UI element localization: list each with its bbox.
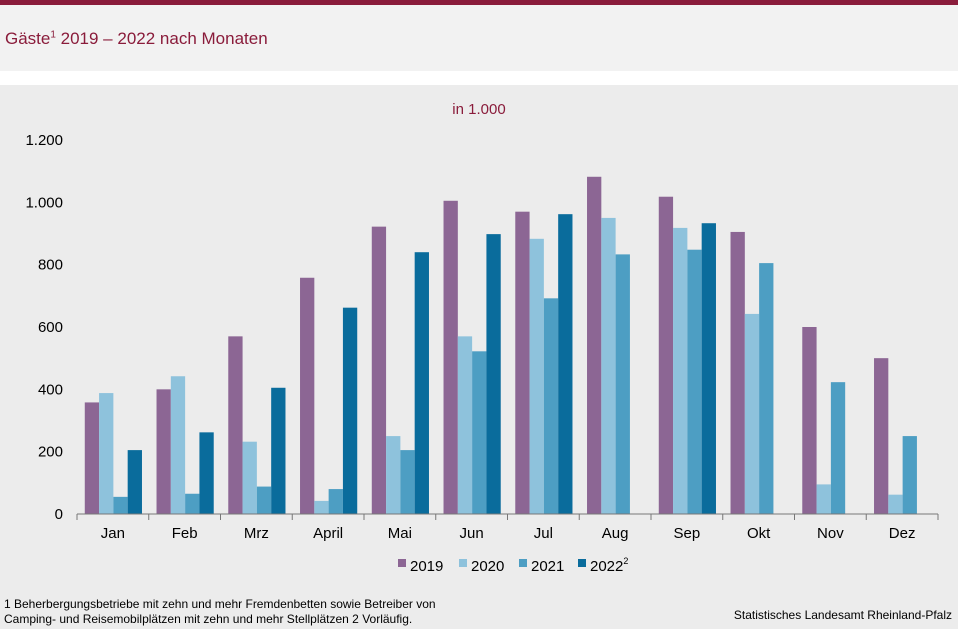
x-tick-label-nov: Nov [817, 525, 844, 542]
y-tick-label: 1.200 [25, 132, 63, 149]
bar-2021-april [328, 489, 343, 514]
bar-2019-april [300, 277, 315, 514]
y-tick-label: 400 [38, 381, 63, 398]
bar-2021-mrz [256, 486, 272, 514]
legend-swatch-2019 [398, 559, 406, 567]
top-accent-bar [0, 0, 958, 5]
y-tick-label: 0 [55, 506, 63, 523]
x-tick-label-sep: Sep [674, 525, 701, 542]
bar-2020-nov [816, 484, 831, 514]
footnote: 1 Beherbergungsbetriebe mit zehn und meh… [4, 597, 436, 627]
bar-2021-okt [759, 263, 774, 514]
bar-2019-nov [802, 327, 817, 514]
bar-2020-mrz [242, 441, 257, 514]
bar-2019-feb [156, 389, 171, 514]
x-tick-label-mrz: Mrz [244, 525, 269, 542]
x-tick-label-mai: Mai [388, 525, 412, 542]
source-label: Statistisches Landesamt Rheinland-Pfalz [733, 608, 952, 622]
bar-2019-okt [730, 231, 745, 515]
bar-2021-aug [615, 254, 630, 515]
bar-2020-mai [386, 436, 401, 514]
bar-2020-april [314, 500, 329, 514]
bar-2022-jan [127, 450, 142, 514]
y-tick-label: 200 [38, 444, 63, 461]
bar-2021-jul [543, 298, 559, 514]
bar-2021-dez [902, 436, 917, 514]
divider [0, 71, 958, 85]
legend-label-2021: 2021 [531, 558, 564, 575]
bar-2021-feb [185, 493, 200, 514]
bar-2020-feb [170, 376, 186, 514]
bar-2021-jun [472, 351, 487, 514]
bar-2019-mai [371, 226, 387, 515]
header: Gäste1 2019 – 2022 nach Monaten [0, 5, 958, 71]
x-tick-label-jul: Jul [534, 525, 553, 542]
bar-2021-jan [113, 496, 128, 514]
y-tick-label: 1.000 [25, 194, 63, 211]
bar-2019-jun [443, 200, 458, 514]
y-tick-label: 600 [38, 319, 63, 336]
legend-swatch-2022 [578, 559, 586, 567]
bar-2020-jul [529, 238, 544, 514]
legend-label-2020: 2020 [471, 558, 504, 575]
legend-label-2019: 2019 [410, 558, 443, 575]
x-tick-label-dez: Dez [889, 525, 916, 542]
page-title: Gäste1 2019 – 2022 nach Monaten [5, 29, 268, 48]
bar-2022-april [342, 307, 358, 514]
bar-2019-dez [874, 358, 889, 514]
bar-2020-dez [888, 494, 903, 514]
legend-swatch-2020 [459, 559, 467, 567]
bar-2020-aug [601, 217, 616, 514]
footnote-line-2: Camping- und Reisemobilplätzen mit zehn … [4, 612, 413, 626]
y-tick-label: 800 [38, 257, 63, 274]
bar-2022-mai [414, 252, 429, 514]
bar-2019-mrz [228, 336, 243, 514]
bar-2022-jun [486, 234, 501, 514]
x-tick-label-aug: Aug [602, 525, 629, 542]
x-tick-label-okt: Okt [747, 525, 771, 542]
x-tick-label-feb: Feb [172, 525, 198, 542]
bar-2022-mrz [271, 387, 286, 514]
bar-2019-jul [515, 211, 530, 514]
bar-2019-jan [84, 402, 100, 514]
bar-2019-sep [658, 196, 674, 514]
bar-2022-jul [558, 214, 573, 514]
unit-label: in 1.000 [452, 101, 506, 118]
bar-2021-sep [687, 249, 702, 514]
bar-2022-sep [701, 223, 716, 514]
bar-2019-aug [587, 176, 602, 514]
bar-2020-jan [99, 393, 114, 514]
legend-label-2022: 20222 [590, 556, 628, 575]
x-tick-label-jun: Jun [460, 525, 484, 542]
bar-2022-feb [199, 432, 214, 514]
footnote-line-1: 1 Beherbergungsbetriebe mit zehn und meh… [4, 597, 436, 611]
bar-2020-sep [673, 227, 688, 514]
legend-swatch-2021 [519, 559, 527, 567]
bar-2021-mai [400, 450, 415, 514]
bar-2021-nov [830, 382, 846, 514]
x-tick-label-jan: Jan [101, 525, 125, 542]
bar-2020-jun [457, 336, 473, 514]
bar-2020-okt [744, 313, 760, 514]
x-tick-label-april: April [313, 525, 343, 542]
